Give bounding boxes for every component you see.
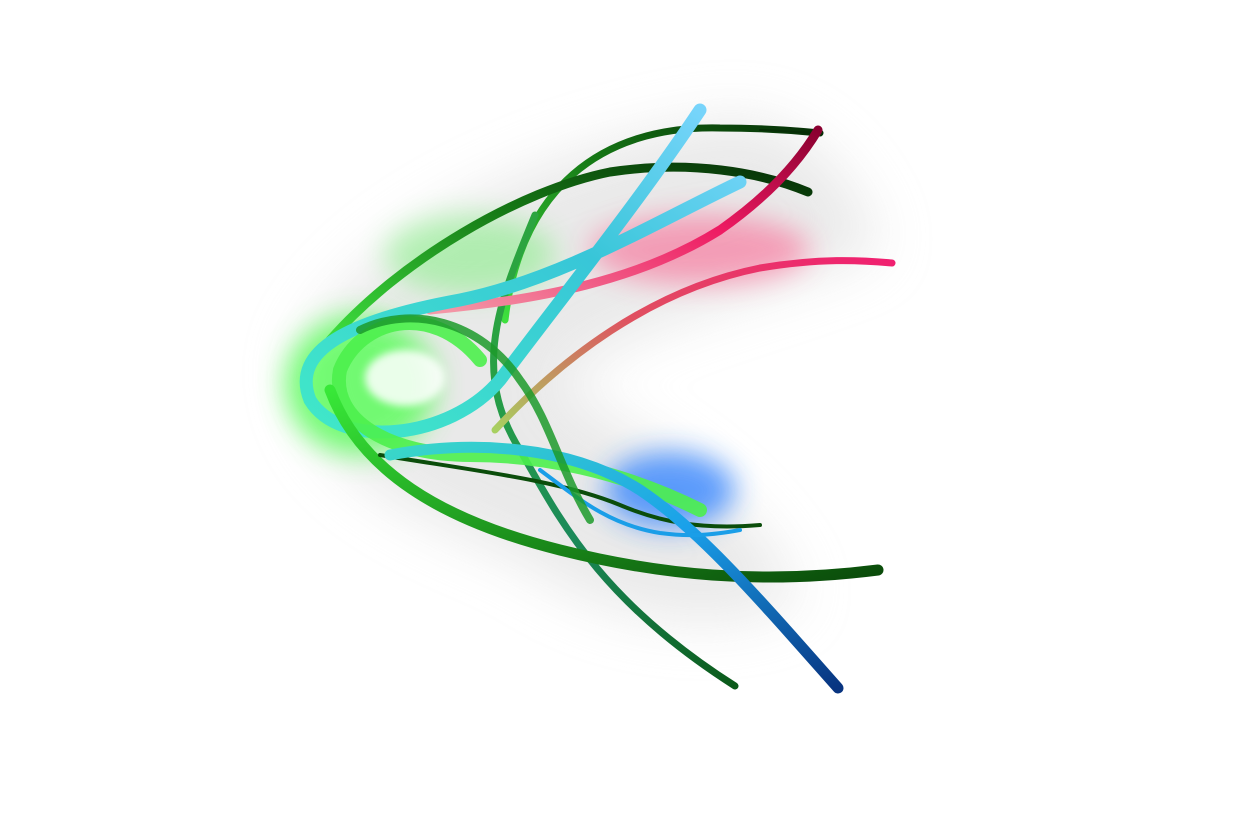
white-center-highlight [365,350,445,406]
lower-green-ribbon [324,384,884,583]
rose-ribbon [491,257,896,434]
inner-loop-green-arc [356,314,594,524]
blue-ribbon [384,441,844,694]
cyan-loop-ribbon [299,103,747,439]
ribbons-layer [299,103,896,694]
magenta-ribbon [425,125,823,315]
lower-dark-green-ribbon [378,453,762,529]
lower-thin-blue-ribbon [538,468,742,538]
upper-second-green-ribbon [325,162,813,345]
